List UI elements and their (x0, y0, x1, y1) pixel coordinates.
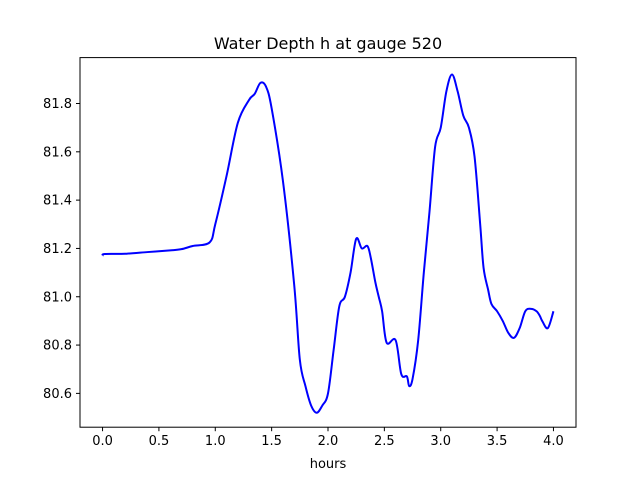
x-tick-label: 3.0 (430, 434, 451, 449)
x-tick-label: 1.5 (261, 434, 282, 449)
y-tick-label: 81.8 (43, 97, 72, 112)
y-tick-label: 80.6 (43, 387, 72, 402)
x-tick-label: 2.5 (374, 434, 395, 449)
x-tick-label: 0.5 (149, 434, 170, 449)
y-tick-label: 81.6 (43, 145, 72, 160)
x-tick-label: 1.0 (205, 434, 226, 449)
y-tick-label: 80.8 (43, 339, 72, 354)
x-tick-label: 3.5 (487, 434, 508, 449)
x-axis: 0.0 0.5 1.0 1.5 2.0 2.5 3.0 3.5 4.0 (92, 427, 564, 449)
x-tick-label: 4.0 (543, 434, 564, 449)
y-tick-label: 81.0 (43, 290, 72, 305)
x-axis-label: hours (310, 457, 347, 472)
series-line (101, 73, 555, 414)
plot-frame (79, 57, 577, 428)
chart-title: Water Depth h at gauge 520 (214, 34, 442, 53)
y-tick-label: 81.4 (43, 194, 72, 209)
y-axis: 80.6 80.8 81.0 81.2 81.4 81.6 81.8 (43, 97, 80, 402)
series-group (101, 73, 555, 414)
y-tick-label: 81.2 (43, 242, 72, 257)
x-tick-label: 2.0 (318, 434, 339, 449)
x-tick-label: 0.0 (92, 434, 113, 449)
